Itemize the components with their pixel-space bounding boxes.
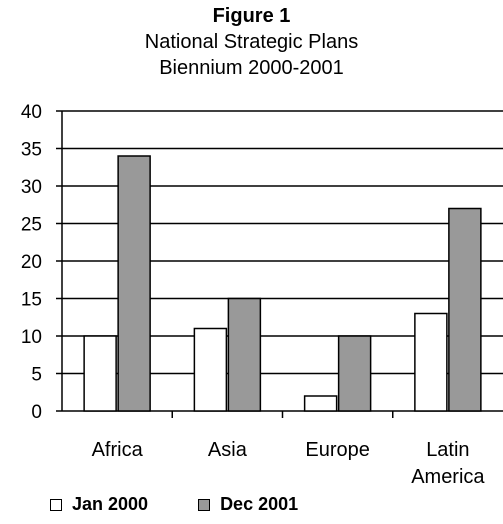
bar-1-3 — [414, 312, 448, 412]
legend-swatch-series-2 — [198, 498, 211, 511]
y-tick-label-40: 40 — [21, 102, 42, 123]
x-tick-label-3-0: Latin — [426, 439, 469, 461]
legend: Jan 2000 Dec 2001 — [50, 494, 298, 515]
x-tick-label-0-0: Africa — [92, 439, 144, 461]
chart-title: Figure 1 — [212, 5, 291, 27]
bar-1-0 — [83, 335, 117, 412]
y-tick-label-15: 15 — [21, 290, 42, 311]
x-tick-label-1-0: Asia — [208, 439, 248, 461]
y-tick-label-35: 35 — [21, 140, 42, 161]
x-tick-label-3-1: America — [411, 466, 485, 488]
chart-subtitle-line-1: National Strategic Plans — [144, 31, 359, 53]
y-tick-label-30: 30 — [21, 177, 42, 198]
legend-swatch-series-1 — [50, 498, 62, 511]
bar-1-1 — [193, 327, 228, 412]
plot-area: 0 5 10 15 20 25 30 35 40 Africa Asia Europe Latin Ame… — [21, 102, 503, 488]
bar-2-3 — [448, 207, 482, 412]
y-tick-label-10: 10 — [21, 327, 42, 348]
legend-item-series-1: Jan 2000 — [50, 494, 148, 515]
chart-subtitle-line-2: Biennium 2000-2001 — [159, 57, 344, 79]
legend-label-series-2: Dec 2001 — [220, 494, 299, 514]
bar-2-2 — [337, 335, 372, 412]
bar-2-1 — [227, 297, 262, 412]
y-tick-label-20: 20 — [21, 252, 42, 273]
title-block: Figure 1 National Strategic Plans Bienni… — [0, 0, 503, 81]
y-tick-label-5: 5 — [31, 365, 42, 386]
bar-2-0 — [117, 155, 151, 412]
y-tick-label-0: 0 — [31, 402, 42, 423]
y-tick-label-25: 25 — [21, 215, 42, 236]
legend-label-series-1: Jan 2000 — [72, 494, 149, 514]
legend-item-series-2: Dec 2001 — [198, 494, 298, 515]
bar-1-2 — [303, 395, 338, 412]
x-tick-label-2-0: Europe — [305, 439, 370, 461]
